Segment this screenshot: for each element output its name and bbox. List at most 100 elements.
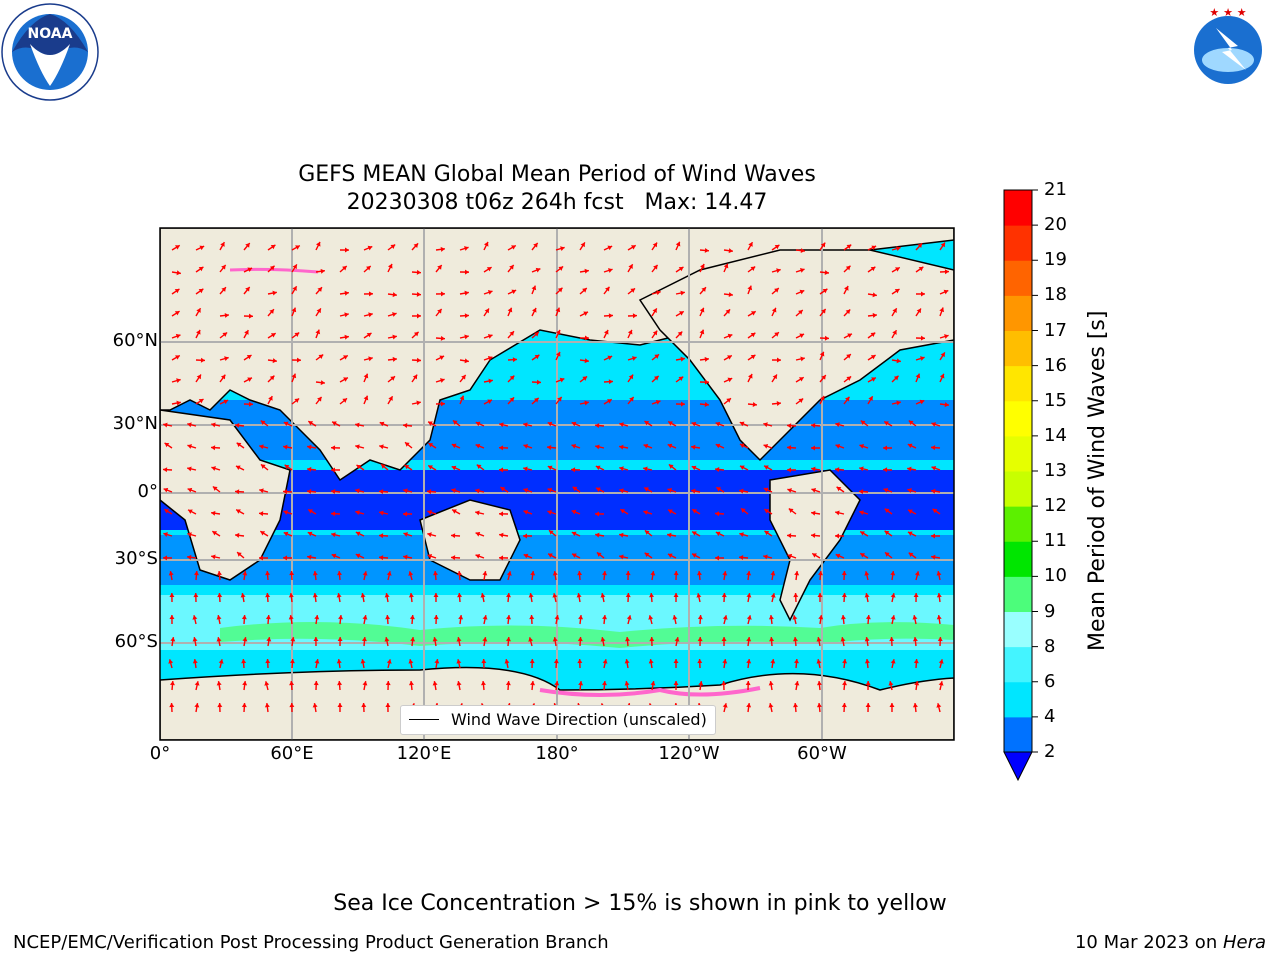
wave-arrow-head xyxy=(607,399,612,404)
wave-arrow-head xyxy=(841,703,847,708)
wave-arrow-head xyxy=(726,398,731,403)
wave-arrow-head xyxy=(625,593,631,598)
wave-arrow-head xyxy=(860,553,865,558)
wave-arrow-head xyxy=(920,335,925,341)
wave-arrow-head xyxy=(835,533,840,539)
wave-arrow-head xyxy=(507,307,513,313)
wave-arrow-head xyxy=(523,466,528,472)
colorbar-segment xyxy=(1004,295,1032,331)
wave-arrow-head xyxy=(629,396,634,402)
wave-arrow-head xyxy=(337,571,342,576)
lon-label-120e: 120°E xyxy=(396,743,452,764)
wave-arrow-head xyxy=(483,241,489,247)
wave-arrow-head xyxy=(193,571,199,576)
wave-arrow-head xyxy=(457,571,463,576)
wave-arrow-head xyxy=(236,509,241,514)
wave-arrow-head xyxy=(557,396,562,402)
wave-arrow-head xyxy=(464,269,469,275)
wave-arrow-head xyxy=(552,571,558,576)
wave-arrow-head xyxy=(264,703,270,708)
wave-arrow-head xyxy=(798,377,804,382)
wave-arrow-head xyxy=(820,242,826,248)
wave-arrow-head xyxy=(385,703,391,708)
wave-arrow-head xyxy=(313,637,319,642)
wave-arrow-head xyxy=(824,335,829,341)
wave-arrow-head xyxy=(241,703,247,708)
wave-arrow-head xyxy=(475,421,481,427)
wave-arrow-head xyxy=(673,681,679,686)
wave-arrow-head xyxy=(291,373,297,379)
wave-arrow-head xyxy=(673,571,679,576)
wave-arrow-head xyxy=(175,355,180,360)
wave-arrow-head xyxy=(917,243,923,248)
wave-arrow-head xyxy=(211,466,216,471)
wave-arrow-head xyxy=(883,487,889,493)
wave-arrow-head xyxy=(931,422,937,427)
wave-arrow-head xyxy=(620,509,626,514)
wave-arrow-head xyxy=(937,637,943,642)
wave-arrow-head xyxy=(451,443,457,449)
wave-arrow-head xyxy=(381,464,386,469)
wave-arrow-head xyxy=(845,309,851,315)
wave-arrow-head xyxy=(800,356,805,362)
wave-arrow-head xyxy=(412,374,418,380)
wave-arrow-head xyxy=(198,288,204,294)
wave-arrow-head xyxy=(523,553,529,559)
wave-arrow-head xyxy=(595,511,600,517)
wave-arrow-head xyxy=(200,357,205,363)
wave-arrow-head xyxy=(938,659,944,664)
wave-arrow-head xyxy=(331,445,336,451)
wave-arrow-head xyxy=(557,287,563,293)
map-frame xyxy=(159,227,955,741)
wave-arrow-head xyxy=(571,531,577,537)
wave-arrow-head xyxy=(912,703,918,708)
wave-arrow-head xyxy=(654,354,660,359)
wave-arrow-head xyxy=(936,615,942,620)
wave-arrow-head xyxy=(715,531,721,537)
wave-arrow-head xyxy=(628,264,633,269)
wave-arrow-head xyxy=(242,681,248,686)
wave-arrow-head xyxy=(558,266,564,271)
wave-arrow-head xyxy=(211,510,216,516)
wave-arrow-head xyxy=(464,313,469,319)
wave-arrow-head xyxy=(428,443,434,448)
wave-arrow-head xyxy=(437,308,442,314)
wave-arrow-head xyxy=(607,268,613,273)
lat-label-30n: 30°N xyxy=(112,413,158,434)
wave-arrow-head xyxy=(819,351,825,357)
wave-arrow-head xyxy=(547,465,553,471)
wave-arrow-head xyxy=(192,615,198,620)
wave-arrow-head xyxy=(555,329,561,335)
wave-arrow-head xyxy=(691,421,697,427)
wave-arrow-head xyxy=(331,489,336,494)
wave-arrow-head xyxy=(751,311,756,316)
wave-arrow-head xyxy=(552,637,558,642)
wave-arrow-head xyxy=(307,531,313,537)
wave-arrow-head xyxy=(667,532,672,538)
wave-arrow-head xyxy=(440,335,445,341)
wave-arrow-head xyxy=(528,637,534,642)
wave-arrow-head xyxy=(888,681,894,686)
wave-arrow-head xyxy=(482,637,488,642)
wave-arrow-head xyxy=(170,637,176,642)
wave-arrow-head xyxy=(270,333,276,338)
wave-arrow-head xyxy=(872,292,877,298)
wave-arrow-head xyxy=(842,659,848,664)
wave-arrow-head xyxy=(816,659,822,664)
wave-arrow-head xyxy=(915,373,921,379)
wave-arrow-head xyxy=(835,443,841,449)
wave-arrow-head xyxy=(169,681,175,686)
wave-arrow-head xyxy=(652,330,658,336)
wave-arrow-head xyxy=(440,401,445,407)
wave-arrow-head xyxy=(480,593,486,598)
wave-arrow-head xyxy=(811,466,816,472)
wave-arrow-head xyxy=(816,703,822,708)
wave-arrow-head xyxy=(643,466,648,472)
wave-arrow-head xyxy=(332,421,337,426)
wave-arrow-head xyxy=(859,510,864,516)
wave-arrow-head xyxy=(870,332,876,338)
wave-arrow-head xyxy=(547,421,553,427)
wave-arrow-head xyxy=(458,615,464,620)
wave-arrow-head xyxy=(595,423,600,429)
wave-arrow-head xyxy=(433,593,439,598)
